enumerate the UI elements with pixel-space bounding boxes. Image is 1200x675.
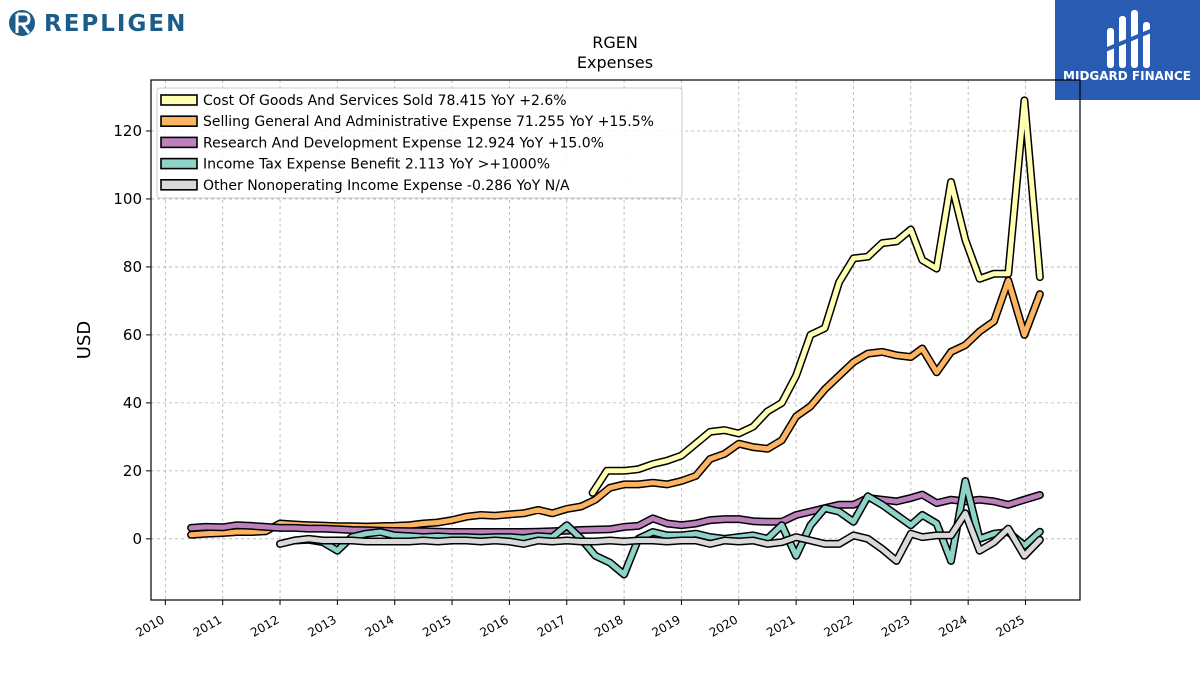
series-line (277, 510, 1043, 564)
legend-label: Selling General And Administrative Expen… (203, 114, 654, 130)
legend-label: Research And Development Expense 12.924 … (203, 135, 604, 151)
y-tick-label: 40 (123, 394, 142, 412)
x-tick-label: 2022 (822, 612, 855, 639)
repligen-logo-mark (9, 10, 35, 36)
series-line (291, 478, 1043, 577)
x-tick-label: 2018 (592, 612, 625, 639)
x-tick-label: 2017 (535, 612, 568, 639)
midgard-brand-text: MIDGARD FINANCE (1063, 69, 1191, 83)
x-tick-label: 2014 (363, 612, 396, 639)
series-lines (187, 96, 1044, 579)
plot-frame (150, 79, 1081, 601)
chart-subtitle: Expenses (577, 53, 653, 72)
legend-swatch (160, 94, 198, 106)
legend-box (156, 87, 683, 199)
legend-label: Income Tax Expense Benefit 2.113 YoY >+1… (203, 157, 550, 173)
axes: 0 20 40 60 80 100 120 2010 2011 2012 2013 2014 2015 2… (113, 122, 1027, 640)
legend: Cost Of Goods And Services Sold 78.415 Y… (156, 87, 683, 199)
series-4 (290, 477, 1044, 579)
y-axis-label: USD (74, 321, 95, 359)
legend-swatch (160, 179, 198, 191)
legend-swatch (160, 115, 198, 127)
x-tick-label: 2019 (649, 612, 682, 639)
x-tick-label: 2020 (707, 612, 740, 639)
midgard-finance-badge: MIDGARD FINANCE (1055, 0, 1200, 100)
y-tick-label: 60 (123, 326, 142, 344)
x-tick-label: 2025 (994, 612, 1027, 639)
x-tick-label: 2013 (305, 612, 338, 639)
repligen-logo: REPLIGEN (8, 6, 208, 42)
chart-title: RGEN (592, 33, 638, 52)
legend-swatch (160, 157, 198, 170)
x-tick-label: 2023 (879, 612, 912, 639)
x-tick-label: 2012 (248, 612, 281, 639)
midgard-logo-icon (1104, 10, 1154, 68)
series-1 (588, 96, 1044, 497)
y-tick-label: 80 (123, 258, 142, 276)
y-tick-label: 20 (123, 462, 142, 480)
series-line (188, 492, 1043, 535)
x-tick-label: 2011 (191, 612, 224, 639)
legend-label: Cost Of Goods And Services Sold 78.415 Y… (203, 93, 567, 109)
legend-label: Other Nonoperating Income Expense -0.286… (203, 178, 570, 194)
x-tick-label: 2016 (477, 612, 510, 639)
series-5 (276, 509, 1044, 565)
x-tick-label: 2024 (936, 612, 969, 639)
x-tick-label: 2015 (420, 612, 453, 639)
y-tick-label: 100 (113, 190, 142, 208)
x-tick-label: 2010 (133, 612, 166, 639)
series-3 (187, 490, 1044, 536)
y-tick-label: 0 (132, 530, 142, 548)
y-tick-label: 120 (113, 122, 142, 140)
x-tick-label: 2021 (764, 612, 797, 639)
repligen-logo-text: REPLIGEN (44, 11, 187, 37)
legend-swatch (160, 136, 198, 149)
series-line (590, 97, 1043, 496)
